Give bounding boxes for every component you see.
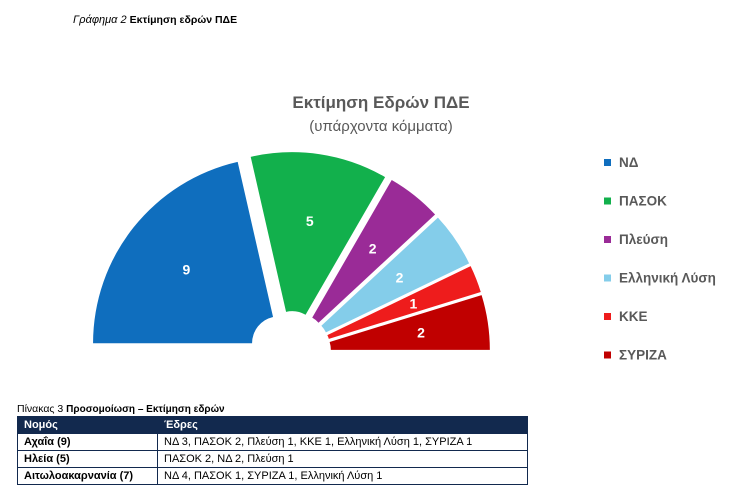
- chart-subtitle: (υπάρχοντα κόμματα): [309, 118, 452, 135]
- table-header-row: Νομός Έδρες: [17, 416, 528, 434]
- figure-caption: Γράφημα 2 Εκτίμηση εδρών ΠΔΕ: [73, 14, 237, 26]
- table-row: Ηλεία (5) ΠΑΣΟΚ 2, ΝΔ 2, Πλεύση 1: [17, 450, 528, 468]
- slice-3: [312, 179, 436, 323]
- table-row: Αιτωλοακαρνανία (7) ΝΔ 4, ΠΑΣΟΚ 1, ΣΥΡΙΖ…: [17, 467, 528, 485]
- legend-swatch: [604, 236, 611, 243]
- row-seats: ΝΔ 4, ΠΑΣΟΚ 1, ΣΥΡΙΖΑ 1, Ελληνική Λύση 1: [157, 467, 528, 485]
- legend-label: ΚΚΕ: [619, 309, 648, 324]
- legend-label: ΣΥΡΙΖΑ: [619, 348, 667, 363]
- legend-swatch: [604, 159, 611, 166]
- header-prefecture: Νομός: [17, 416, 158, 434]
- seats-table: Νομός Έδρες Αχαΐα (9) ΝΔ 3, ΠΑΣΟΚ 2, Πλε…: [17, 416, 528, 485]
- chart: Εκτίμηση Εδρών ΠΔΕ (υπάρχοντα κόμματα) 9…: [93, 93, 716, 363]
- slice-2: [250, 152, 386, 315]
- row-prefecture: Αιτωλοακαρνανία (7): [17, 467, 158, 485]
- table-caption-label: Πίνακας 3: [17, 403, 64, 415]
- figure-caption-title: Εκτίμηση εδρών ΠΔΕ: [129, 14, 238, 26]
- table-row: Αχαΐα (9) ΝΔ 3, ΠΑΣΟΚ 2, Πλεύση 1, ΚΚΕ 1…: [17, 433, 528, 451]
- table-caption-title: Προσομοίωση – Εκτίμηση εδρών: [66, 404, 225, 415]
- header-seats: Έδρες: [157, 416, 528, 434]
- slice-5: [327, 266, 481, 339]
- legend-swatch: [604, 197, 611, 205]
- slice-4: [321, 217, 470, 333]
- slice-value-label: 9: [183, 261, 191, 277]
- legend: ΝΔ ΠΑΣΟΚ Πλεύση Ελληνική Λύση ΚΚΕ ΣΥΡΙΖΑ: [604, 155, 716, 363]
- slice-value-label: 2: [369, 240, 377, 256]
- legend-swatch: [604, 351, 611, 359]
- slice-6: [329, 295, 490, 350]
- legend-swatch: [604, 313, 611, 320]
- legend-label: ΝΔ: [619, 155, 639, 170]
- legend-label: Ελληνική Λύση: [619, 271, 716, 286]
- figure-caption-label: Γράφημα 2: [73, 14, 127, 26]
- slice-1: [93, 161, 274, 344]
- table-caption: Πίνακας 3 Προσομοίωση – Εκτίμηση εδρών: [17, 403, 225, 415]
- row-prefecture: Αχαΐα (9): [17, 433, 158, 451]
- slice-value-label: 1: [409, 296, 417, 312]
- legend-label: Πλεύση: [619, 232, 668, 247]
- row-seats: ΠΑΣΟΚ 2, ΝΔ 2, Πλεύση 1: [157, 450, 528, 468]
- slice-value-label: 2: [396, 269, 404, 285]
- row-prefecture: Ηλεία (5): [17, 450, 158, 468]
- slice-value-label: 5: [306, 213, 314, 229]
- slice-value-label: 2: [417, 324, 425, 340]
- legend-label: ΠΑΣΟΚ: [619, 194, 667, 209]
- row-seats: ΝΔ 3, ΠΑΣΟΚ 2, Πλεύση 1, ΚΚΕ 1, Ελληνική…: [157, 433, 528, 451]
- chart-title: Εκτίμηση Εδρών ΠΔΕ: [292, 93, 469, 112]
- legend-swatch: [604, 274, 611, 282]
